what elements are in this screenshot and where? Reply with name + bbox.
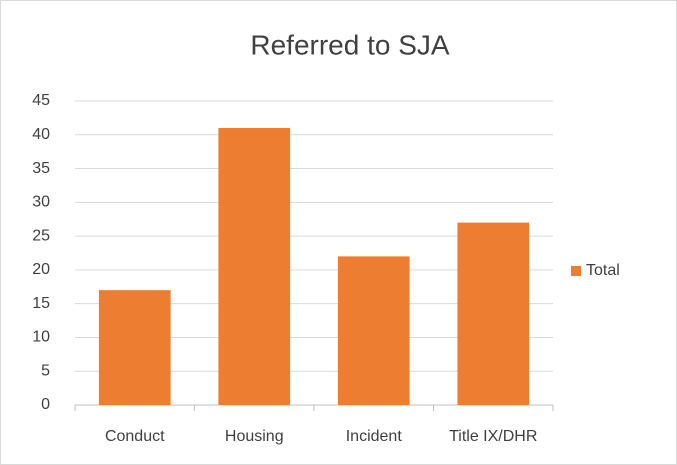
y-tick-label: 35 — [32, 160, 50, 177]
bar — [218, 128, 291, 405]
legend-swatch — [571, 266, 581, 276]
bar — [337, 256, 410, 405]
y-tick-label: 25 — [32, 227, 50, 244]
y-tick-label: 40 — [32, 126, 50, 143]
bar — [98, 290, 171, 405]
x-tick-label: Incident — [346, 428, 403, 445]
x-tick-label: Conduct — [105, 428, 165, 445]
y-tick-label: 30 — [32, 194, 50, 211]
y-tick-label: 15 — [32, 295, 50, 312]
y-tick-label: 0 — [41, 396, 50, 413]
y-tick-label: 10 — [32, 329, 50, 346]
x-tick-label: Housing — [225, 428, 284, 445]
legend-label: Total — [586, 262, 620, 279]
y-tick-label: 5 — [41, 362, 50, 379]
x-tick-label: Title IX/DHR — [449, 428, 537, 445]
y-tick-label: 20 — [32, 261, 50, 278]
chart-title: Referred to SJA — [250, 29, 450, 60]
y-tick-label: 45 — [32, 92, 50, 109]
bar — [457, 222, 530, 405]
